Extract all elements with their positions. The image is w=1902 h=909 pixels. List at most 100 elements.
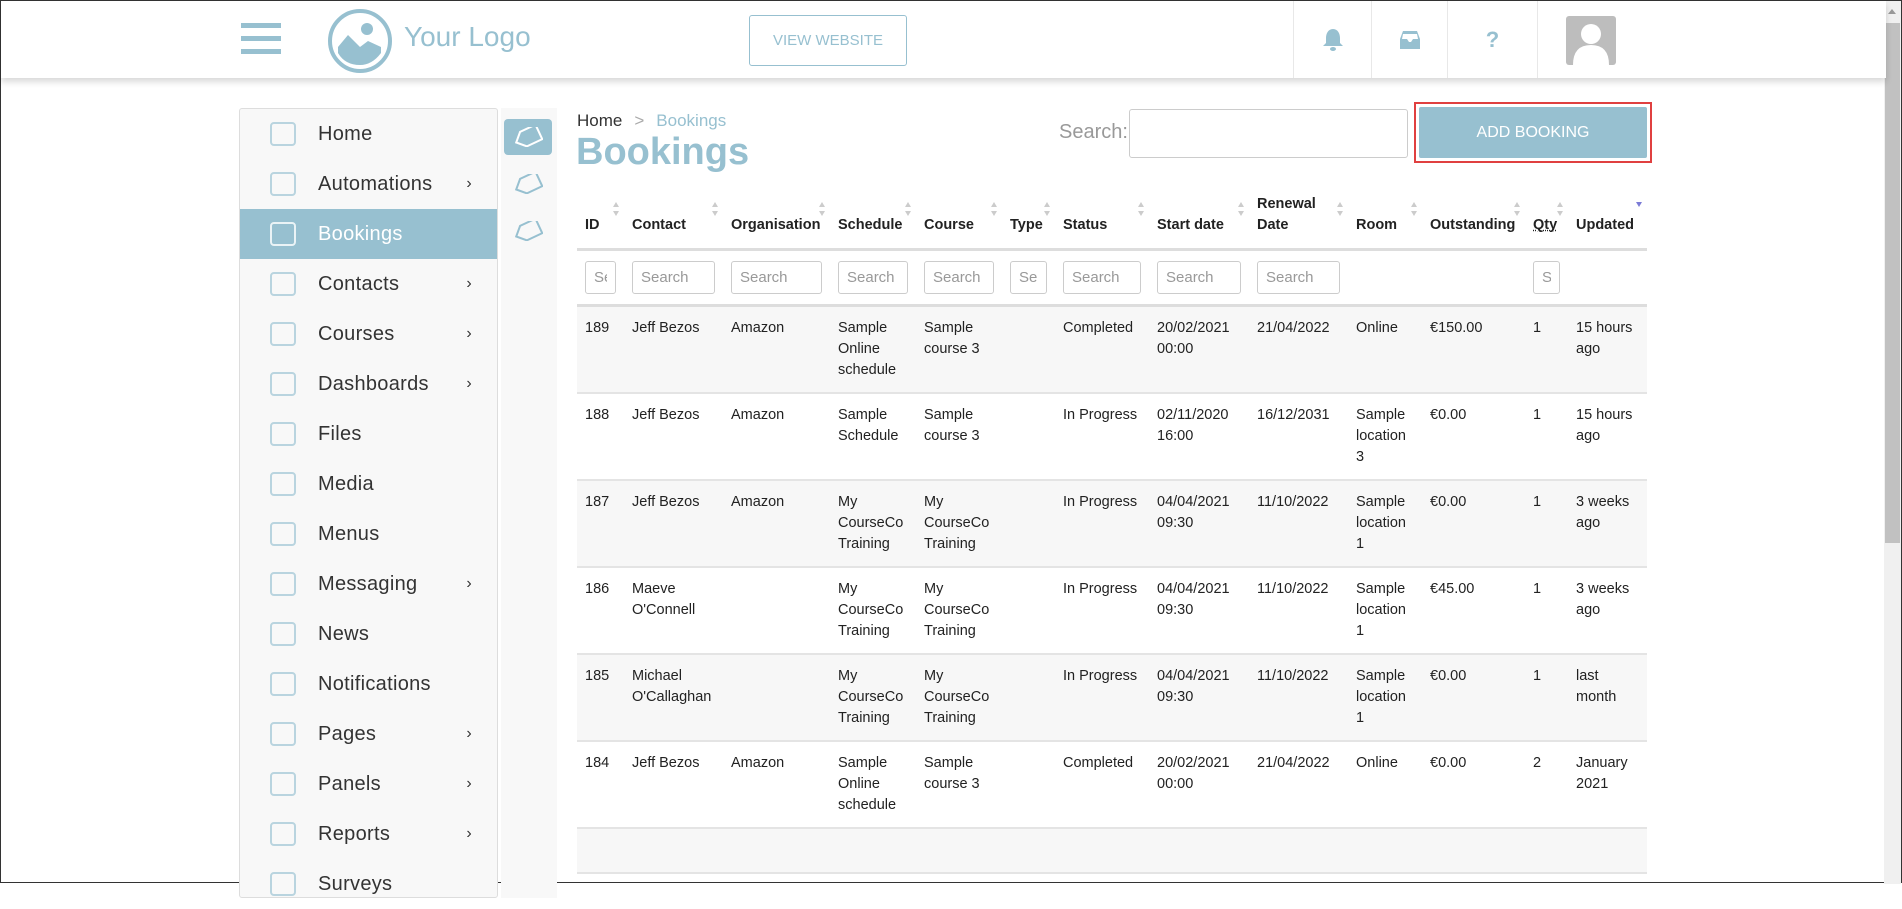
filter-input-renewal-date[interactable]: [1257, 261, 1340, 294]
filter-input-id[interactable]: [585, 261, 616, 294]
chevron-right-icon: ›: [466, 725, 472, 743]
cell-room: Online: [1348, 305, 1422, 393]
sort-icon[interactable]: [1138, 202, 1145, 216]
handshake-icon[interactable]: [504, 213, 552, 249]
cell-contact: Jeff Bezos: [624, 305, 723, 393]
column-header-updated[interactable]: Updated: [1568, 191, 1647, 249]
cell-updated: 3 weeks ago: [1568, 480, 1647, 567]
sidebar-item-reports[interactable]: Reports ›: [240, 809, 497, 859]
table-row[interactable]: 185 Michael O'Callaghan My CourseCo Traini…: [577, 654, 1647, 741]
table-row[interactable]: 189 Jeff Bezos Amazon Sample Online schedul…: [577, 305, 1647, 393]
breadcrumb-home[interactable]: Home: [577, 111, 622, 130]
scrollbar-thumb[interactable]: [1885, 23, 1900, 543]
column-header-organisation[interactable]: Organisation: [723, 191, 830, 249]
column-header-qty[interactable]: Qty: [1525, 191, 1568, 249]
cell-course: Sample course 3: [916, 741, 1002, 828]
sort-icon[interactable]: [712, 202, 719, 216]
cell: [1422, 828, 1525, 873]
notifications-button[interactable]: [1293, 1, 1371, 78]
filter-input-type[interactable]: [1010, 261, 1047, 294]
sidebar-item-menus[interactable]: Menus: [240, 509, 497, 559]
sidebar-item-contacts[interactable]: Contacts ›: [240, 259, 497, 309]
add-booking-button[interactable]: ADD BOOKING: [1419, 107, 1647, 158]
bell-icon: [1323, 28, 1343, 52]
sidebar-item-panels[interactable]: Panels ›: [240, 759, 497, 809]
cell-schedule: My CourseCo Training: [830, 654, 916, 741]
cell-outstanding: €0.00: [1422, 393, 1525, 480]
sidebar-item-messaging[interactable]: Messaging ›: [240, 559, 497, 609]
table-row[interactable]: 188 Jeff Bezos Amazon Sample Schedule Sample…: [577, 393, 1647, 480]
sidebar-item-surveys[interactable]: Surveys: [240, 859, 497, 909]
table-row[interactable]: [577, 828, 1647, 873]
cell-status: In Progress: [1055, 393, 1149, 480]
sidebar-item-pages[interactable]: Pages ›: [240, 709, 497, 759]
column-header-room[interactable]: Room: [1348, 191, 1422, 249]
column-header-type[interactable]: Type: [1002, 191, 1055, 249]
column-header-start-date[interactable]: Start date: [1149, 191, 1249, 249]
sort-icon[interactable]: [1238, 202, 1245, 216]
column-header-id[interactable]: ID: [577, 191, 624, 249]
sort-icon[interactable]: [905, 202, 912, 216]
column-header-status[interactable]: Status: [1055, 191, 1149, 249]
column-header-renewal-date[interactable]: Renewal Date: [1249, 191, 1348, 249]
sort-icon[interactable]: [1411, 202, 1418, 216]
price-tag-icon[interactable]: [504, 166, 552, 202]
inbox-button[interactable]: [1371, 1, 1447, 78]
sidebar-item-automations[interactable]: Automations ›: [240, 159, 497, 209]
sidebar-item-bookings[interactable]: Bookings: [240, 209, 497, 259]
filter-input-course[interactable]: [924, 261, 994, 294]
sort-icon[interactable]: [1044, 202, 1051, 216]
filter-input-start-date[interactable]: [1157, 261, 1241, 294]
filter-input-status[interactable]: [1063, 261, 1141, 294]
column-header-course[interactable]: Course: [916, 191, 1002, 249]
filter-input-qty[interactable]: [1533, 261, 1560, 294]
sort-icon[interactable]: [613, 202, 620, 216]
sidebar-item-label: Pages: [318, 723, 376, 746]
sidebar-item-news[interactable]: News: [240, 609, 497, 659]
filter-input-organisation[interactable]: [731, 261, 822, 294]
sort-icon[interactable]: [1337, 202, 1344, 216]
filter-cell: [1525, 249, 1568, 305]
cell-organisation: [723, 567, 830, 654]
search-input[interactable]: [1129, 109, 1408, 158]
sort-icon[interactable]: [819, 202, 826, 216]
cell-outstanding: €0.00: [1422, 480, 1525, 567]
table-row[interactable]: 184 Jeff Bezos Amazon Sample Online schedul…: [577, 741, 1647, 828]
sort-icon[interactable]: [1557, 202, 1564, 216]
menu-icon[interactable]: [241, 23, 281, 55]
sidebar-item-media[interactable]: Media: [240, 459, 497, 509]
chevron-right-icon: ›: [466, 375, 472, 393]
help-button[interactable]: ?: [1447, 1, 1537, 78]
sidebar-item-courses[interactable]: Courses ›: [240, 309, 497, 359]
cell-type: [1002, 741, 1055, 828]
cell-contact: Michael O'Callaghan: [624, 654, 723, 741]
sort-icon[interactable]: [1514, 202, 1521, 216]
sort-icon[interactable]: [991, 202, 998, 216]
column-header-schedule[interactable]: Schedule: [830, 191, 916, 249]
sort-desc-icon[interactable]: [1636, 202, 1643, 216]
view-website-button[interactable]: VIEW WEBSITE: [749, 15, 907, 66]
sidebar-item-dashboards[interactable]: Dashboards ›: [240, 359, 497, 409]
column-header-contact[interactable]: Contact: [624, 191, 723, 249]
filter-input-schedule[interactable]: [838, 261, 908, 294]
menu-icon: [270, 522, 296, 546]
filter-input-contact[interactable]: [632, 261, 715, 294]
cell-status: In Progress: [1055, 480, 1149, 567]
scroll-up-arrow[interactable]: [1888, 9, 1896, 14]
sidebar-item-home[interactable]: Home: [240, 109, 497, 159]
table-row[interactable]: 187 Jeff Bezos Amazon My CourseCo Training M…: [577, 480, 1647, 567]
filter-cell: [1422, 249, 1525, 305]
sidebar-item-files[interactable]: Files: [240, 409, 497, 459]
avatar[interactable]: [1566, 16, 1616, 65]
cell-updated: January 2021: [1568, 741, 1647, 828]
scrollbar[interactable]: [1884, 1, 1901, 884]
cell-updated: 3 weeks ago: [1568, 567, 1647, 654]
column-header-outstanding[interactable]: Outstanding: [1422, 191, 1525, 249]
cell-renewal-date: 16/12/2031: [1249, 393, 1348, 480]
bookings-table: ID Contact Organisation Schedule Course Type S…: [577, 191, 1647, 874]
table-row[interactable]: 186 Maeve O'Connell My CourseCo Training My…: [577, 567, 1647, 654]
tag-icon[interactable]: [504, 119, 552, 155]
sidebar-item-notifications[interactable]: Notifications: [240, 659, 497, 709]
cell-type: [1002, 305, 1055, 393]
cell-contact: Jeff Bezos: [624, 480, 723, 567]
